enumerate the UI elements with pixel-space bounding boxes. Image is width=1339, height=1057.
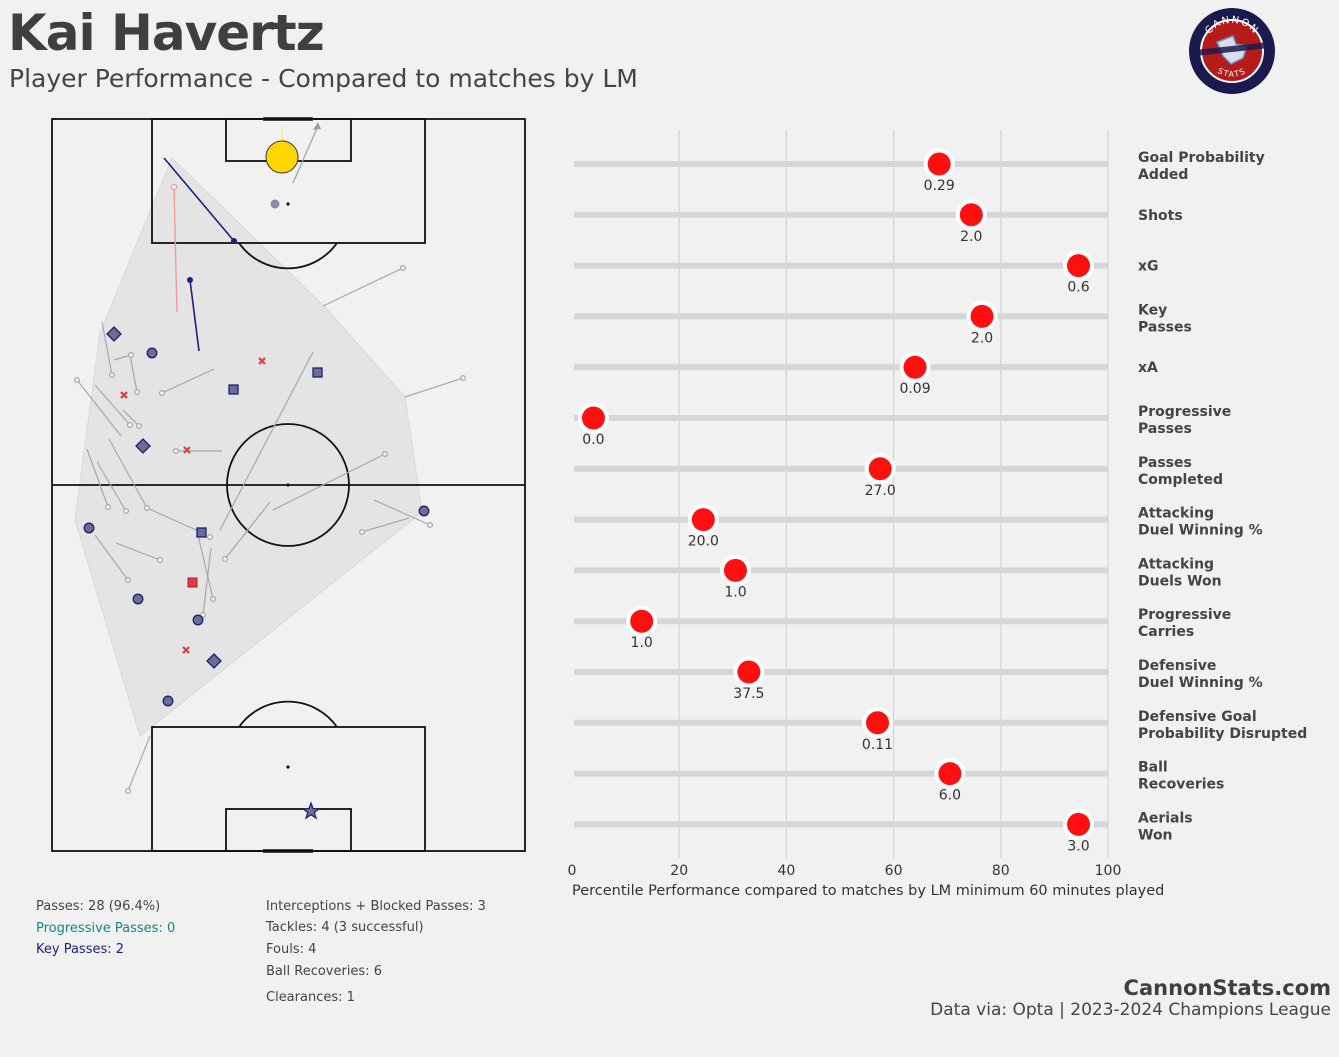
metric-label: Shots (1138, 208, 1183, 224)
pass-lines (76, 125, 464, 792)
metric-dot (868, 457, 892, 481)
metric-dot (1067, 812, 1091, 836)
x-tick-label: 40 (777, 863, 795, 879)
metric-value: 37.5 (733, 686, 764, 702)
svg-text:STATS: STATS (1216, 66, 1248, 79)
foul-square (187, 577, 198, 588)
metric-label: Passes Completed (1138, 455, 1223, 488)
metric-dot (938, 762, 962, 786)
metric-value: 2.0 (971, 330, 993, 346)
defensive-circles (83, 347, 430, 707)
metric-label: xA (1138, 360, 1158, 376)
metric-value: 0.29 (924, 178, 955, 194)
pass-arrowhead (313, 122, 321, 130)
metric-value: 1.0 (631, 635, 653, 651)
percentile-chart: 0.29 Goal Probability Added 2.0 Shots 0.6 xG 2.… (568, 130, 1307, 899)
site-name: CannonStats.com (1123, 976, 1331, 1000)
pitch-map (51, 117, 526, 853)
defensive-diamonds (106, 326, 222, 669)
stat-interceptions: Interceptions + Blocked Passes: 3 (266, 899, 486, 914)
metric-dot (970, 304, 994, 328)
metric-label: Progressive Carries (1138, 607, 1231, 640)
metric-label: Progressive Passes (1138, 404, 1231, 437)
metric-dot (723, 558, 747, 582)
metric-label: Key Passes (1138, 302, 1192, 335)
shots (265, 126, 299, 209)
metric-dot (630, 609, 654, 633)
clearance-star (301, 801, 321, 820)
stat-passes: Passes: 28 (96.4%) (36, 899, 161, 914)
convex-hull (74, 157, 423, 737)
stat-key-passes: Key Passes: 2 (36, 942, 125, 957)
metric-dot (737, 660, 761, 684)
metric-dot (903, 355, 927, 379)
metric-value: 6.0 (939, 788, 961, 804)
metric-value: 2.0 (960, 229, 982, 245)
stat-clearances: Clearances: 1 (266, 990, 355, 1005)
failed-pass (170, 183, 178, 313)
metric-value: 0.11 (862, 737, 893, 753)
metric-label: xG (1138, 259, 1159, 275)
stat-ball-recoveries: Ball Recoveries: 6 (266, 964, 382, 979)
metric-label: Aerials Won (1138, 810, 1193, 843)
metric-dot (866, 711, 890, 735)
page-subtitle: Player Performance - Compared to matches… (9, 64, 638, 93)
pass-end-points (73, 265, 467, 794)
metric-value: 20.0 (688, 534, 719, 550)
x-axis-label: Percentile Performance compared to match… (572, 883, 1164, 899)
x-tick-label: 20 (670, 863, 688, 879)
x-tick-label: 80 (992, 863, 1010, 879)
metric-label: Goal Probability Added (1138, 150, 1265, 183)
stat-tackles: Tackles: 4 (3 successful) (266, 920, 424, 935)
metric-label: Ball Recoveries (1138, 760, 1224, 793)
metric-value: 0.6 (1067, 280, 1089, 296)
foul-crosses (120, 357, 266, 654)
pitch-lines (51, 117, 526, 853)
metric-label: Attacking Duel Winning % (1138, 506, 1263, 539)
player-name: Kai Havertz (8, 4, 325, 62)
data-credit: Data via: Opta | 2023-2024 Champions Lea… (930, 1000, 1331, 1020)
metric-value: 27.0 (865, 483, 896, 499)
metric-dot (581, 406, 605, 430)
logo-bottom-text: STATS (1216, 66, 1246, 79)
metric-value: 1.0 (724, 584, 746, 600)
x-tick-label: 0 (568, 863, 577, 879)
metric-value: 0.0 (582, 432, 604, 448)
defensive-squares (196, 367, 323, 538)
metric-label: Defensive Duel Winning % (1138, 658, 1263, 691)
metric-value: 0.09 (899, 381, 930, 397)
metric-dot (959, 203, 983, 227)
metric-label: Attacking Duels Won (1138, 556, 1222, 589)
stat-progressive-passes: Progressive Passes: 0 (36, 921, 176, 936)
metric-value: 3.0 (1067, 838, 1089, 854)
metric-dot (927, 152, 951, 176)
metric-dot (691, 508, 715, 532)
stat-fouls: Fouls: 4 (266, 942, 317, 957)
x-tick-label: 60 (885, 863, 903, 879)
key-passes (163, 157, 237, 352)
metric-label: Defensive Goal Probability Disrupted (1138, 709, 1307, 742)
metric-dot (1067, 254, 1091, 278)
x-tick-label: 100 (1095, 863, 1122, 879)
cannonstats-logo: CANNON STATS (1189, 8, 1275, 94)
